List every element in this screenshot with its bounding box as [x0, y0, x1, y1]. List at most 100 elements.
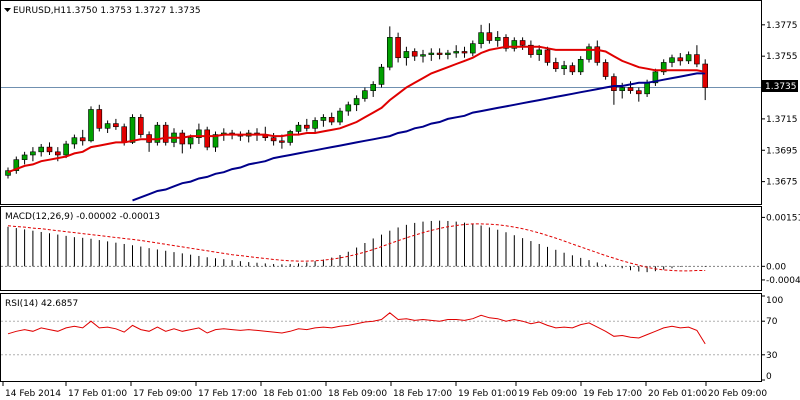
candle	[478, 24, 484, 49]
candle-body	[469, 43, 476, 54]
candle	[494, 31, 501, 47]
candle-body	[602, 62, 609, 77]
rsi-tick-label: 100	[766, 296, 783, 306]
candle-body	[445, 52, 451, 55]
candle-body	[71, 137, 78, 145]
candle-body	[63, 143, 69, 156]
ma-fast-line	[7, 45, 706, 174]
candle	[403, 46, 410, 66]
price-tag-box	[762, 80, 798, 92]
rsi-header: RSI(14) 42.6857	[5, 299, 78, 309]
candle	[96, 104, 103, 132]
candle-body	[204, 129, 210, 148]
candle-body	[154, 124, 161, 143]
candle	[370, 81, 377, 97]
candle-body	[428, 52, 435, 55]
candle	[212, 131, 219, 152]
candle-body	[644, 82, 650, 95]
candle	[378, 64, 385, 88]
candle-body	[494, 37, 501, 41]
candle	[511, 37, 518, 52]
moving-averages	[7, 45, 706, 202]
macd-tick-label: 0.00151	[766, 213, 800, 223]
dropdown-arrow-icon	[4, 8, 11, 12]
candle-body	[212, 134, 219, 148]
macd-histogram	[1, 220, 761, 273]
ma-slow-line	[132, 72, 706, 202]
candle-body	[187, 137, 194, 145]
candle	[129, 114, 136, 144]
price-tag-label: 1.3735	[765, 82, 797, 92]
candle	[469, 40, 476, 57]
candle-body	[21, 154, 28, 160]
candle	[411, 48, 418, 61]
candle	[627, 81, 634, 94]
candle	[30, 147, 36, 162]
candle-body	[436, 52, 443, 55]
time-tick-label: 18 Feb 01:00	[263, 389, 322, 399]
candle-body	[287, 131, 294, 143]
candle-body	[669, 57, 675, 63]
candle-body	[46, 146, 53, 153]
candle-body	[345, 104, 352, 112]
candle-body	[121, 126, 127, 143]
price-tick-label: 1.3775	[766, 21, 798, 31]
time-tick-label: 19 Feb 17:00	[583, 389, 642, 399]
candle-body	[627, 87, 634, 91]
candle-body	[403, 51, 410, 59]
candle-body	[104, 123, 111, 129]
candle	[635, 87, 642, 102]
candle-body	[386, 37, 393, 68]
candle-body	[395, 37, 401, 59]
time-tick-label: 18 Feb 17:00	[393, 389, 452, 399]
candle	[328, 112, 335, 126]
candle	[544, 46, 551, 66]
candle	[79, 129, 86, 146]
candle	[428, 48, 435, 61]
candle-body	[88, 109, 94, 142]
price-tick-label: 1.3695	[766, 146, 798, 156]
candle-body	[569, 65, 576, 73]
candle-body	[611, 76, 617, 91]
ohlc-label: 1.3750 1.3753 1.3727 1.3735	[66, 6, 201, 16]
candle	[5, 167, 11, 179]
time-tick-label: 18 Feb 09:00	[328, 389, 387, 399]
candle	[38, 143, 45, 157]
candle-body	[138, 117, 144, 135]
candle	[569, 62, 576, 75]
candle	[453, 45, 460, 58]
candle	[88, 106, 94, 143]
candle	[503, 34, 509, 52]
rsi-line	[1, 312, 761, 356]
candle-body	[519, 40, 526, 46]
time-tick-label: 14 Feb 2014	[5, 389, 61, 399]
candle	[162, 122, 169, 146]
candle-body	[353, 98, 360, 106]
time-tick-label: 19 Feb 09:00	[518, 389, 577, 399]
candle	[561, 60, 567, 75]
candle	[312, 117, 318, 134]
candle-body	[96, 109, 103, 129]
main-panel-frame	[0, 0, 762, 205]
candle-body	[552, 62, 559, 70]
candle-body	[196, 129, 202, 139]
candle-body	[113, 123, 119, 128]
candle	[104, 120, 111, 134]
candle	[13, 156, 20, 174]
candle-body	[295, 124, 302, 132]
candle	[611, 73, 617, 105]
macd-axis: 0.00151 0.00 -0.00042	[761, 213, 800, 286]
candle-body	[411, 51, 418, 57]
candle-body	[511, 40, 518, 49]
candle	[486, 23, 493, 44]
rsi-tick-label: 30	[766, 351, 778, 361]
candle-body	[694, 54, 700, 65]
candle-body	[5, 170, 11, 176]
candle	[395, 32, 401, 63]
candle	[154, 122, 161, 146]
candle	[46, 142, 53, 155]
candle-body	[328, 117, 335, 123]
candle-body	[420, 54, 426, 57]
candle-body	[619, 87, 626, 91]
